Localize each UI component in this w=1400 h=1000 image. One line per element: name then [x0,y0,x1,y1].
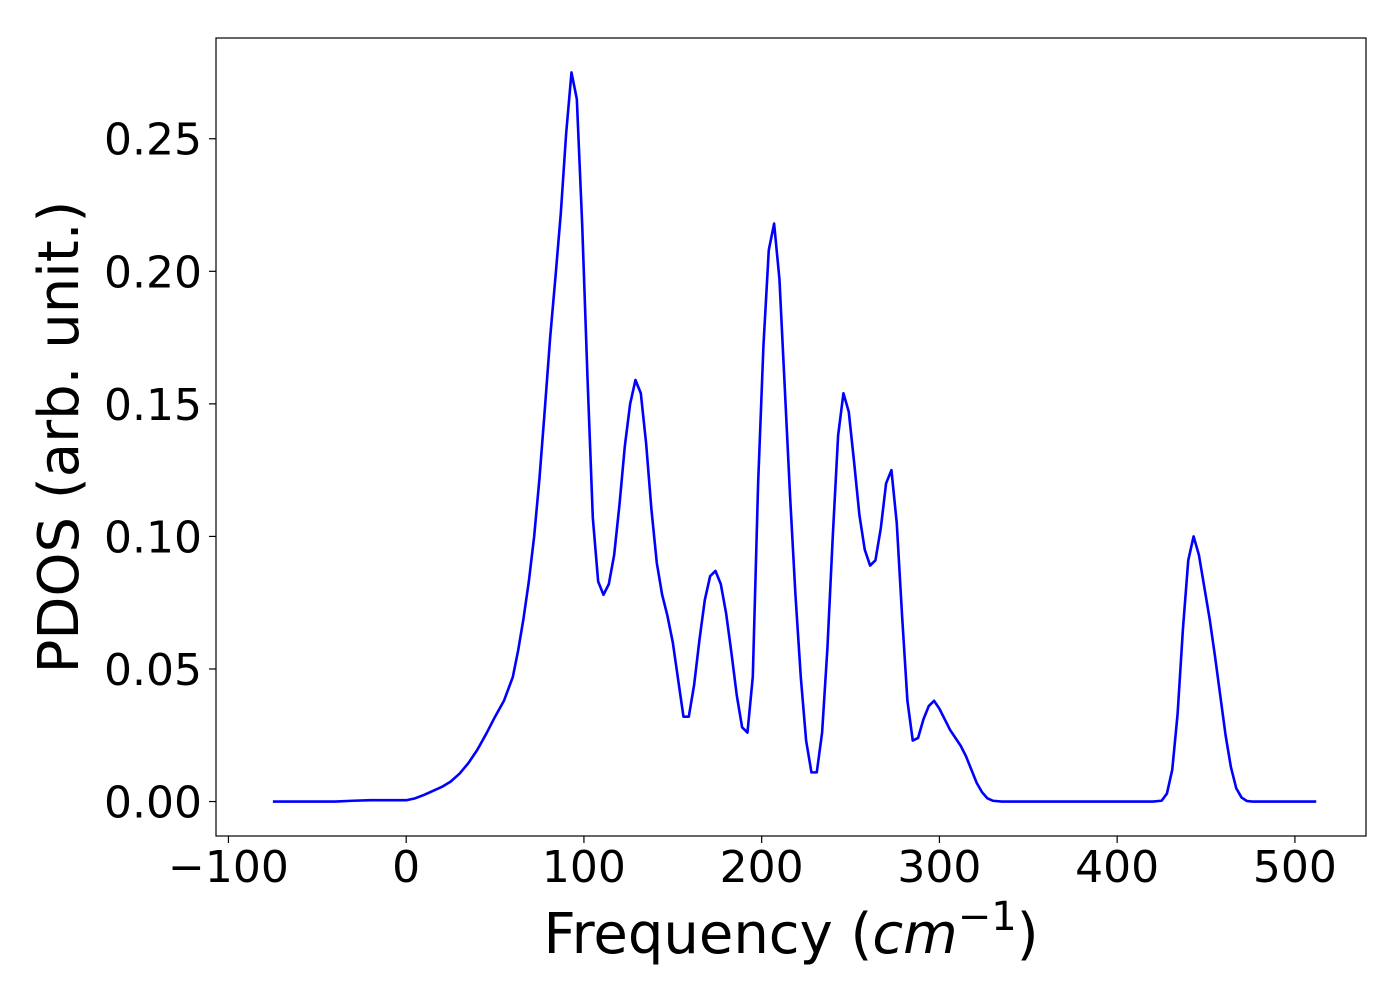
x-tick-label: 100 [542,842,626,893]
x-tick-label: 500 [1253,842,1337,893]
y-tick-label: 0.10 [104,512,202,563]
y-tick-label: 0.25 [104,115,202,166]
y-tick-label: 0.00 [104,778,202,829]
x-tick-label: 200 [720,842,804,893]
plot-area [272,71,1317,803]
y-axis-ticks: 0.00 0.05 0.10 0.15 0.20 0.25 [104,115,216,829]
x-tick-label: 300 [897,842,981,893]
axes-frame [215,37,1367,837]
y-axis-label: PDOS (arb. unit.) [27,201,92,674]
x-axis-label: Frequency (cm−1) [543,894,1038,967]
x-tick-label: −100 [168,842,289,893]
x-axis-label-close: ) [1017,902,1039,967]
y-tick-label: 0.05 [104,645,202,696]
x-tick-label: 400 [1075,842,1159,893]
x-axis-label-exponent: −1 [958,894,1017,940]
x-axis-label-main: Frequency ( [543,902,872,967]
x-axis-ticks: −100 0 100 200 300 400 500 [168,836,1337,893]
x-tick-label: 0 [392,842,420,893]
series-line-0 [272,71,1317,803]
x-axis-label-unit: cm [872,902,957,967]
y-tick-label: 0.15 [104,380,202,431]
y-tick-label: 0.20 [104,247,202,298]
